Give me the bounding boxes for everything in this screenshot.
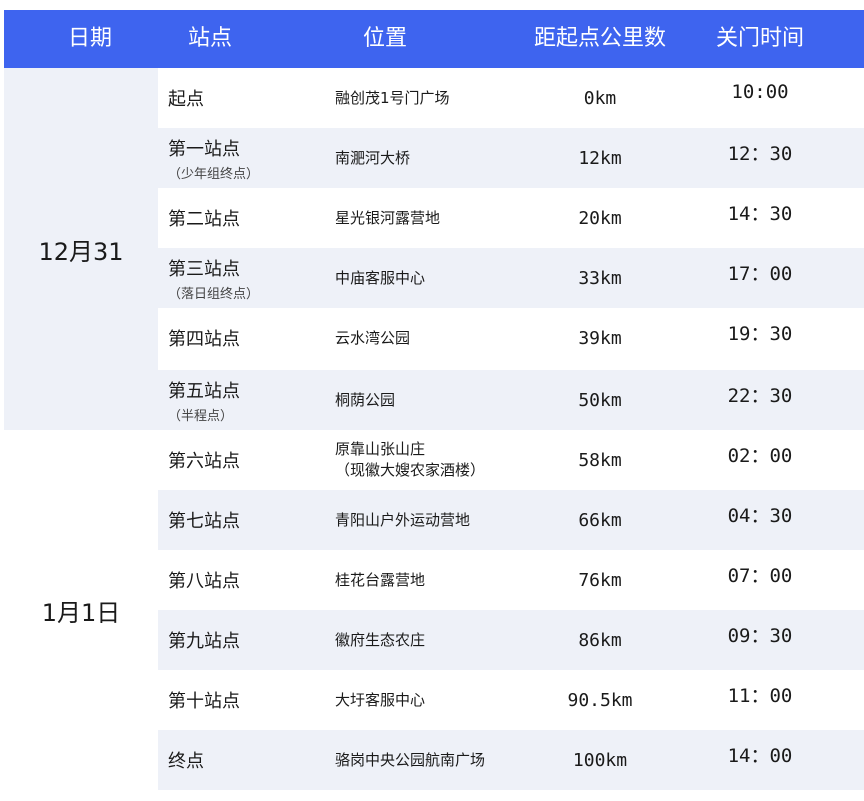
- station-name: 第八站点: [168, 571, 240, 592]
- distance-cell: 58km: [578, 449, 622, 471]
- station-name: 第六站点: [168, 451, 240, 472]
- station-cell: 第九站点: [168, 610, 240, 670]
- station-cell: 第八站点: [168, 550, 240, 610]
- close-time-cell: 02：00: [727, 444, 793, 467]
- table-row: 终点 骆岗中央公园航南广场 100km 14：00: [158, 730, 864, 790]
- location-text: 云水湾公园: [335, 328, 411, 347]
- location-text: 桂花台露营地: [335, 570, 426, 589]
- station-cell: 起点: [168, 68, 204, 128]
- station-name: 第二站点: [168, 209, 240, 230]
- table-row: 第三站点 （落日组终点） 中庙客服中心 33km 17：00: [158, 248, 864, 308]
- close-time-cell: 19：30: [727, 322, 793, 345]
- header-close-time: 关门时间: [715, 26, 805, 51]
- station-name: 起点: [168, 89, 204, 110]
- header-distance: 距起点公里数: [533, 26, 667, 51]
- station-name: 第十站点: [168, 691, 240, 712]
- location-text: 星光银河露营地: [335, 208, 441, 227]
- distance-cell: 0km: [583, 87, 617, 109]
- location-text: 桐荫公园: [335, 390, 396, 409]
- location-text: 骆岗中央公园航南广场: [335, 750, 486, 769]
- table-row: 第二站点 星光银河露营地 20km 14：30: [158, 188, 864, 248]
- distance-cell: 100km: [572, 749, 628, 771]
- location-cell: 大圩客服中心: [335, 670, 425, 730]
- distance-cell: 33km: [578, 267, 622, 289]
- close-time-cell: 12：30: [727, 142, 793, 165]
- table-row: 第六站点 原靠山张山庄 （现徽大嫂农家酒楼） 58km 02：00: [158, 430, 864, 490]
- station-name: 第一站点: [168, 138, 240, 160]
- location-text: 南淝河大桥: [335, 148, 411, 167]
- distance-cell: 90.5km: [567, 689, 633, 711]
- distance-cell: 39km: [578, 327, 622, 349]
- table-row: 第一站点 （少年组终点） 南淝河大桥 12km 12：30: [158, 128, 864, 188]
- table-header: 日期 站点 位置 距起点公里数 关门时间: [4, 10, 864, 68]
- location-cell: 骆岗中央公园航南广场: [335, 730, 485, 790]
- location-text: 中庙客服中心: [335, 268, 426, 287]
- location-text: 融创茂1号门广场: [335, 88, 450, 107]
- station-note: （半程点）: [168, 408, 234, 424]
- close-time-cell: 10:00: [731, 81, 789, 103]
- location-cell: 中庙客服中心: [335, 248, 425, 308]
- station-cell: 第四站点: [168, 308, 240, 368]
- close-time-cell: 14：30: [727, 202, 793, 225]
- close-time-cell: 09：30: [727, 624, 793, 647]
- station-name: 第五站点: [168, 380, 240, 402]
- location-text: 徽府生态农庄: [335, 630, 426, 649]
- header-location: 位置: [362, 26, 408, 51]
- table-row: 第四站点 云水湾公园 39km 19：30: [158, 308, 864, 368]
- station-cell: 第十站点: [168, 670, 240, 730]
- close-time-cell: 07：00: [727, 564, 793, 587]
- distance-cell: 50km: [578, 389, 622, 411]
- date-cell: 1月1日: [4, 430, 158, 790]
- station-note: （落日组终点）: [168, 286, 260, 302]
- table-row: 第十站点 大圩客服中心 90.5km 11：00: [158, 670, 864, 730]
- station-name: 第四站点: [168, 329, 240, 350]
- close-time-cell: 11：00: [727, 684, 793, 707]
- close-time-cell: 22：30: [727, 384, 793, 407]
- close-time-cell: 17：00: [727, 262, 793, 285]
- location-cell: 桐荫公园: [335, 370, 395, 430]
- station-cell: 第六站点: [168, 430, 240, 490]
- header-date: 日期: [67, 26, 113, 51]
- location-text: 原靠山张山庄 （现徽大嫂农家酒楼）: [335, 440, 486, 479]
- location-cell: 融创茂1号门广场: [335, 68, 450, 128]
- distance-cell: 12km: [578, 147, 622, 169]
- station-name: 终点: [168, 751, 204, 772]
- station-name: 第七站点: [168, 511, 240, 532]
- table-row: 第七站点 青阳山户外运动营地 66km 04：30: [158, 490, 864, 550]
- location-cell: 原靠山张山庄 （现徽大嫂农家酒楼）: [335, 430, 485, 490]
- location-cell: 桂花台露营地: [335, 550, 425, 610]
- location-cell: 青阳山户外运动营地: [335, 490, 470, 550]
- close-time-cell: 04：30: [727, 504, 793, 527]
- distance-cell: 76km: [578, 569, 622, 591]
- header-station: 站点: [187, 26, 233, 51]
- station-cell: 第一站点 （少年组终点）: [168, 128, 259, 188]
- table-row: 第九站点 徽府生态农庄 86km 09：30: [158, 610, 864, 670]
- station-name: 第九站点: [168, 631, 240, 652]
- station-note: （少年组终点）: [168, 166, 260, 182]
- location-cell: 星光银河露营地: [335, 188, 440, 248]
- table-row: 第五站点 （半程点） 桐荫公园 50km 22：30: [158, 370, 864, 430]
- location-cell: 徽府生态农庄: [335, 610, 425, 670]
- station-cell: 第七站点: [168, 490, 240, 550]
- station-cell: 第五站点 （半程点）: [168, 370, 240, 430]
- table-row: 起点 融创茂1号门广场 0km 10:00: [158, 68, 864, 128]
- distance-cell: 66km: [578, 509, 622, 531]
- location-cell: 云水湾公园: [335, 308, 410, 368]
- distance-cell: 86km: [578, 629, 622, 651]
- location-text: 青阳山户外运动营地: [335, 510, 471, 529]
- station-cell: 终点: [168, 730, 204, 790]
- station-name: 第三站点: [168, 258, 240, 280]
- station-cell: 第二站点: [168, 188, 240, 248]
- distance-cell: 20km: [578, 207, 622, 229]
- station-cell: 第三站点 （落日组终点）: [168, 248, 259, 308]
- location-cell: 南淝河大桥: [335, 128, 410, 188]
- location-text: 大圩客服中心: [335, 690, 426, 709]
- table-row: 第八站点 桂花台露营地 76km 07：00: [158, 550, 864, 610]
- close-time-cell: 14：00: [727, 744, 793, 767]
- date-cell: 12月31: [4, 68, 158, 430]
